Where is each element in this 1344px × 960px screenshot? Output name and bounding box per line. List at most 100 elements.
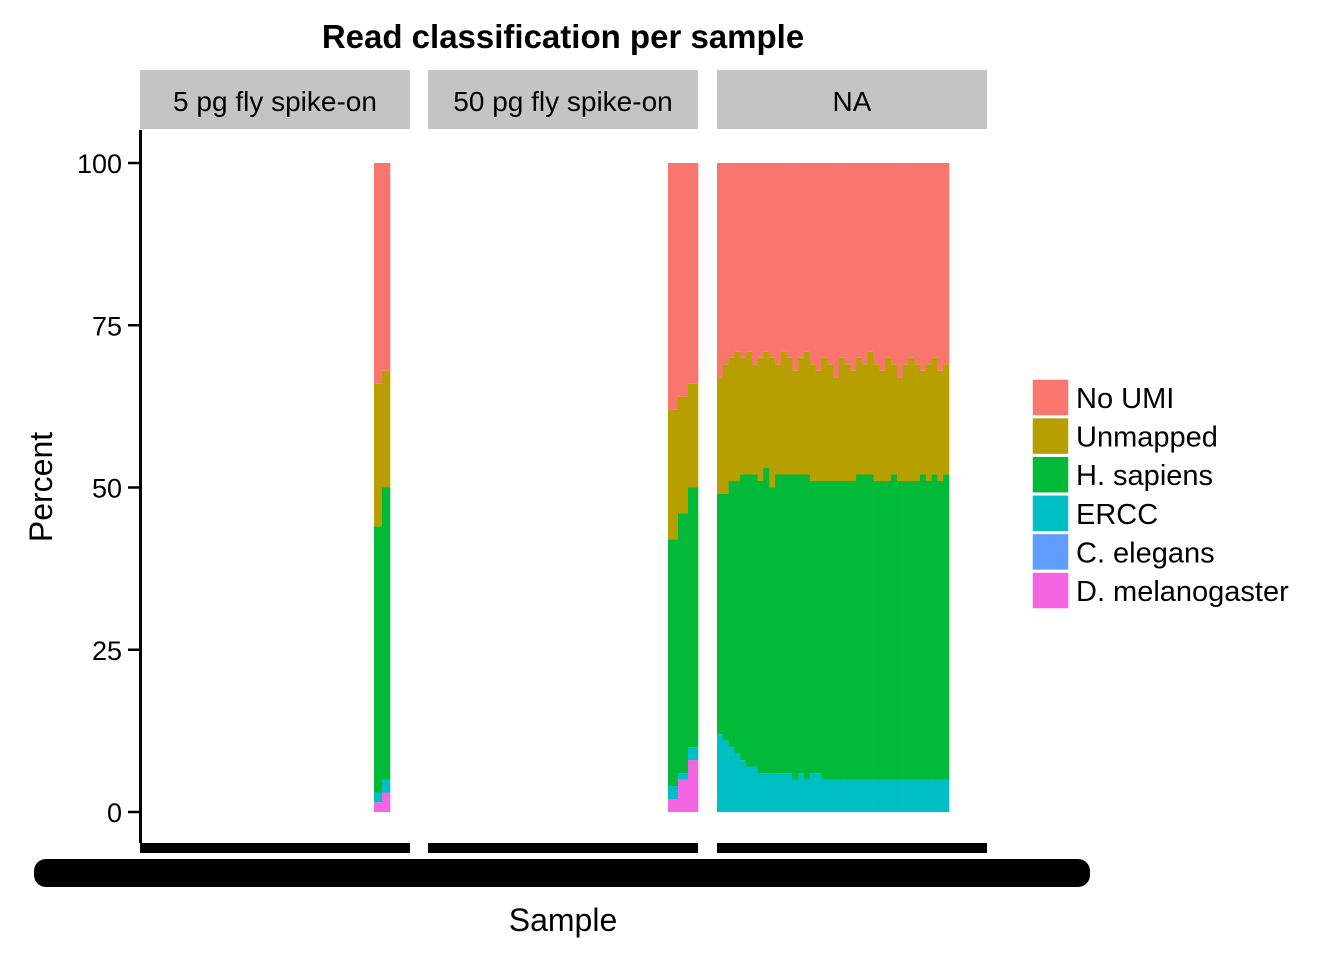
bar-segment [821, 779, 828, 812]
bar-segment [920, 370, 927, 475]
bar-segment [780, 773, 787, 812]
bar-segment [763, 773, 770, 812]
bar-segment [879, 481, 886, 780]
bar-segment [734, 351, 741, 482]
facet-panel: 5 pg fly spike-on [140, 70, 410, 812]
bar-segment [867, 163, 874, 352]
bar-segment [867, 351, 874, 475]
bar-segment [896, 163, 903, 378]
bar-segment [914, 481, 921, 780]
bar-segment [746, 766, 753, 812]
bar-segment [838, 779, 845, 812]
bar-segment [920, 474, 927, 780]
bar-segment [943, 474, 950, 780]
bar-segment [902, 481, 909, 780]
legend: No UMI Unmapped H. sapiens ERCC C. elegans D.… [1031, 378, 1289, 610]
bar-segment [775, 163, 782, 365]
bar-segment [925, 163, 932, 365]
bar-segment [937, 779, 944, 812]
bar-segment [734, 481, 741, 754]
bar-segment [821, 357, 828, 482]
bar-segment [809, 481, 816, 774]
bar-segment [798, 773, 805, 812]
bar-segment [728, 357, 735, 482]
bar-segment [722, 364, 729, 494]
bar-segment [931, 779, 938, 812]
bar-segment [382, 163, 391, 371]
x-tick-band [717, 843, 987, 853]
bar-segment [763, 468, 770, 774]
bar-segment [804, 351, 811, 475]
bar-segment [668, 409, 679, 540]
bar-segment [746, 474, 753, 767]
bar-segment [780, 351, 787, 475]
legend-label: ERCC [1076, 499, 1158, 531]
bar-segment [728, 163, 735, 358]
bar-segment [850, 481, 857, 780]
bar-segment [798, 163, 805, 358]
bar-segment [896, 377, 903, 482]
bar-segment [751, 364, 758, 475]
bar-segment [775, 474, 782, 774]
bar-segment [734, 163, 741, 352]
legend-label: Unmapped [1076, 422, 1218, 454]
legend-label: No UMI [1076, 383, 1174, 415]
bar-segment [867, 474, 874, 780]
bar-segment [920, 163, 927, 371]
facet-strip-label: 5 pg fly spike-on [173, 86, 377, 117]
bar-segment [902, 364, 909, 482]
bar-segment [717, 734, 724, 812]
bar-segment [873, 481, 880, 780]
bar-segment [763, 351, 770, 469]
bar-segment [833, 779, 840, 812]
legend-swatch [1031, 416, 1070, 456]
bar-segment [809, 163, 816, 365]
bar-segment [873, 779, 880, 812]
bar-segment [844, 364, 851, 482]
bar-segment [757, 357, 764, 482]
bar-segment [931, 357, 938, 475]
bar-segment [786, 773, 793, 812]
y-tick-label: 75 [92, 311, 122, 341]
bar-segment [678, 396, 689, 514]
bar-segment [740, 474, 747, 761]
bar-segment [775, 773, 782, 812]
bar-segment [850, 370, 857, 482]
bar-segment [815, 370, 822, 482]
bar-segment [891, 163, 898, 365]
bar-segment [792, 779, 799, 812]
bar-segment [668, 786, 679, 800]
bar-segment [798, 474, 805, 774]
bar-segment [757, 773, 764, 812]
bar-segment [792, 163, 799, 371]
bar-segment [374, 526, 383, 793]
bar-segment [844, 163, 851, 365]
bar-segment [763, 163, 770, 352]
bar-segment [722, 163, 729, 365]
facet-strip [428, 70, 698, 129]
bar-segment [931, 474, 938, 780]
bar-segment [856, 357, 863, 475]
bar-segment [833, 481, 840, 780]
bar-segment [728, 481, 735, 748]
bar-segment [757, 481, 764, 774]
bar-segment [937, 163, 944, 371]
bar-segment [827, 481, 834, 780]
legend-swatch [1031, 571, 1070, 610]
bar-segment [931, 163, 938, 358]
bar-segment [382, 370, 391, 488]
bar-segment [775, 364, 782, 475]
legend-label: C. elegans [1076, 537, 1215, 569]
bar-segment [668, 163, 679, 410]
legend-label: D. melanogaster [1076, 576, 1289, 608]
bar-segment [862, 163, 869, 365]
bar-segment [867, 779, 874, 812]
bar-segment [786, 357, 793, 475]
bar-segment [769, 163, 776, 358]
bar-segment [804, 779, 811, 812]
bar-segment [827, 779, 834, 812]
bar-segment [382, 792, 391, 812]
bar-segment [688, 163, 699, 384]
bar-segment [902, 163, 909, 365]
